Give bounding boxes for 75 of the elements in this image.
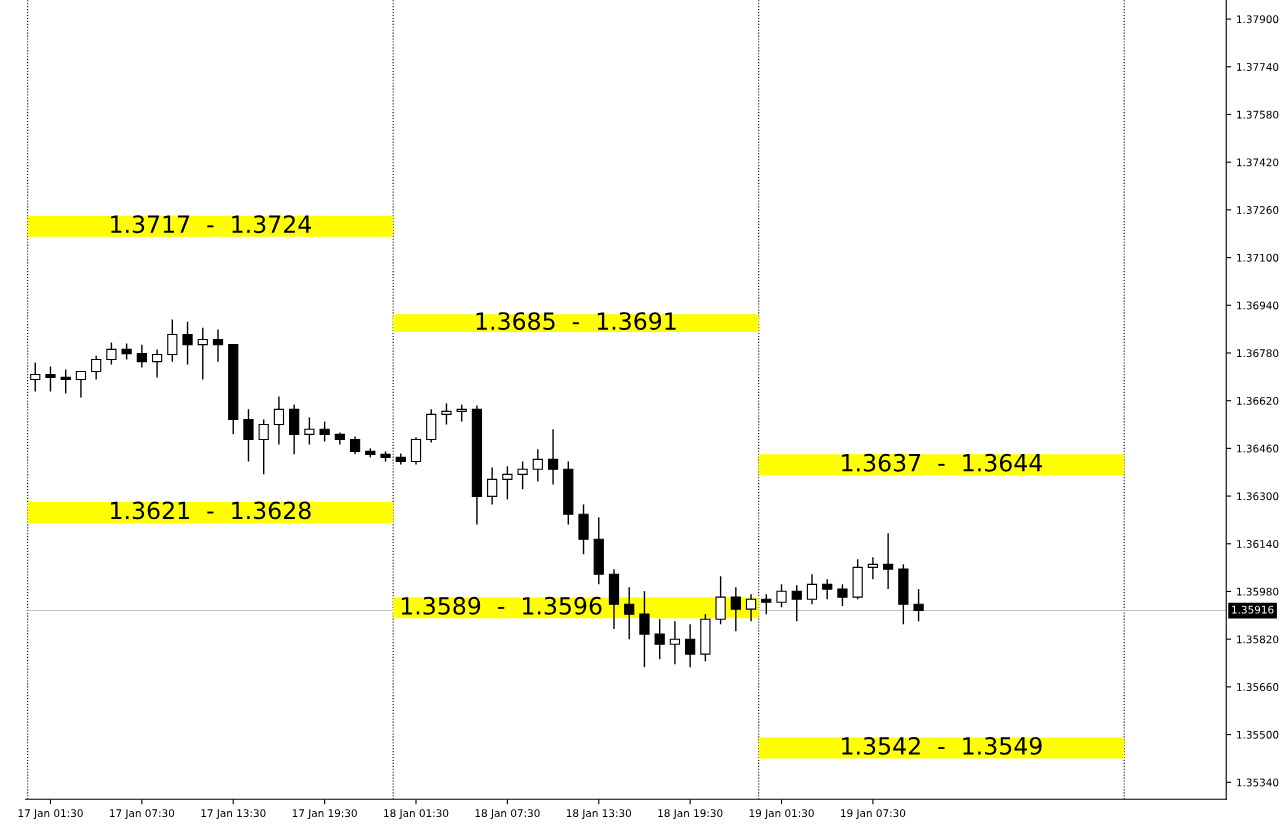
y-tick-label: 1.36140 [1237,540,1279,548]
x-tick-label: 17 Jan 19:30 [292,809,357,819]
y-tick-label: 1.36460 [1237,444,1279,453]
candlestick [197,326,208,381]
y-tick-label: 1.35820 [1237,635,1279,644]
candlestick [791,584,802,622]
y-tick-label: 1.37260 [1237,206,1279,214]
x-tick-label: 19 Jan 01:30 [749,809,814,819]
x-tick-label: 18 Jan 13:30 [566,809,632,819]
band-label: 1.3589 - 1.3596 [401,596,602,615]
candlestick [547,428,559,486]
candlestick [441,402,452,426]
candlestick [532,448,543,483]
x-tick-label: 17 Jan 01:30 [18,809,83,819]
candlestick [410,436,422,466]
band-label: 1.3717 - 1.3724 [111,215,311,234]
y-tick-label: 1.36620 [1237,396,1279,405]
band-label: 1.3621 - 1.3628 [111,501,311,520]
candlestick [487,466,498,506]
candlestick [91,354,102,381]
candlestick [730,586,741,632]
y-tick-label: 1.37580 [1237,110,1279,119]
x-tick-label: 18 Jan 01:30 [384,809,449,819]
candlestick [243,408,254,463]
candlestick [883,532,894,590]
candlestick [867,556,879,580]
x-tick-label: 18 Jan 07:30 [475,809,540,819]
candlestick [837,583,848,607]
candlestick [106,341,117,366]
y-tick-label: 1.37100 [1237,253,1279,262]
candlestick [639,590,650,668]
band-label: 1.3685 - 1.3691 [476,312,676,331]
y-tick-label: 1.37900 [1237,15,1279,24]
candlestick [60,368,71,395]
candlestick [30,361,41,393]
candlestick [502,465,513,501]
candlestick [151,348,163,379]
y-tick-label: 1.35500 [1237,730,1279,739]
x-tick-label: 17 Jan 13:30 [201,809,266,819]
y-tick-label: 1.37420 [1237,158,1279,167]
y-tick-label: 1.35340 [1237,778,1279,787]
y-tick-label: 1.36780 [1237,349,1279,358]
y-tick-label: 1.36940 [1237,301,1279,310]
x-tick-label: 17 Jan 07:30 [110,809,175,819]
candlestick [776,583,787,608]
candlestick [654,618,665,660]
candlestick [319,420,330,443]
candlestick [75,370,87,399]
y-tick-label: 1.36300 [1237,492,1279,501]
candlestick [45,365,56,393]
candlestick [761,593,772,615]
band-label: 1.3637 - 1.3644 [842,453,1042,472]
candlestick [715,575,726,625]
candlestick [258,418,269,476]
candlestick [822,578,833,600]
candlestick [517,460,528,490]
candlestick [685,623,696,668]
candlestick [136,343,147,369]
candlestick [745,593,757,622]
candlestick [304,416,315,446]
y-tick-label: 1.37740 [1237,63,1279,71]
x-tick-label: 19 Jan 07:30 [841,809,906,819]
candlestick [212,328,224,363]
y-tick-label: 1.35980 [1237,587,1279,596]
ref-line-label: 1.35916 [1232,605,1274,614]
y-tick-label: 1.35660 [1237,683,1279,691]
candlestick [273,395,285,446]
candlestick [669,620,681,665]
band-label: 1.3542 - 1.3549 [842,736,1042,755]
candlestick [624,586,635,640]
candlestick [167,318,178,363]
x-tick-label: 18 Jan 19:30 [658,809,723,819]
candlestick [806,573,818,605]
candlestick [913,588,924,622]
candlestick [182,320,193,366]
